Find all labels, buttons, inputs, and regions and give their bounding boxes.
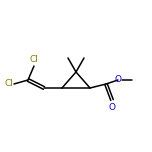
Text: O: O	[114, 76, 121, 85]
Text: Cl: Cl	[4, 79, 13, 88]
Text: O: O	[109, 103, 116, 112]
Text: Cl: Cl	[29, 55, 38, 64]
